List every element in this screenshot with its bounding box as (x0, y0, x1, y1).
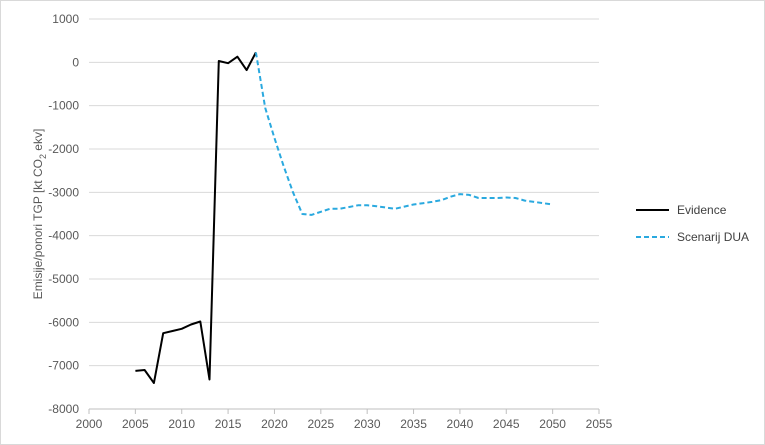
y-tick-label: -6000 (48, 315, 79, 329)
x-tick-label: 2015 (215, 417, 242, 431)
axes (88, 408, 600, 414)
y-tick-label: -4000 (48, 229, 79, 243)
x-tick-label: 2025 (307, 417, 334, 431)
y-axis-title-subscript: 2 (38, 154, 48, 159)
legend-label-scenarij-dua: Scenarij DUA (677, 230, 749, 244)
y-tick-label: -2000 (48, 142, 79, 156)
x-tick-label: 2010 (168, 417, 195, 431)
legend: Evidence Scenarij DUA (636, 203, 749, 244)
series-line-scenarij-dua (254, 52, 553, 216)
x-tick-label: 2005 (122, 417, 149, 431)
x-tick-label: 2050 (539, 417, 566, 431)
gridlines (89, 18, 599, 367)
y-tick-label: -1000 (48, 99, 79, 113)
y-tick-label: 1000 (52, 12, 79, 26)
x-tick-label: 2020 (261, 417, 288, 431)
y-axis-title-main: Emisije/ponori TGP [kt CO (31, 159, 45, 299)
x-tick-label: 2040 (447, 417, 474, 431)
y-tick-label: 0 (72, 55, 79, 69)
y-tick-label: -3000 (48, 185, 79, 199)
y-tick-label: -5000 (48, 272, 79, 286)
y-tick-label: -7000 (48, 359, 79, 373)
y-tick-label: -8000 (48, 402, 79, 416)
legend-label-evidence: Evidence (677, 203, 727, 217)
x-tick-label: 2045 (493, 417, 520, 431)
x-tick-label: 2000 (76, 417, 103, 431)
tick-labels: 1000 0 -1000 -2000 -3000 -4000 -5000 -6000 -7000… (48, 12, 612, 431)
y-axis-title-unit: ekv] (31, 129, 45, 154)
series-lines (135, 51, 553, 384)
x-tick-label: 2055 (586, 417, 613, 431)
series-line-evidence (135, 51, 257, 384)
y-axis-title: Emisije/ponori TGP [kt CO2 ekv] (31, 129, 48, 300)
x-tick-label: 2030 (354, 417, 381, 431)
x-tick-label: 2035 (400, 417, 427, 431)
